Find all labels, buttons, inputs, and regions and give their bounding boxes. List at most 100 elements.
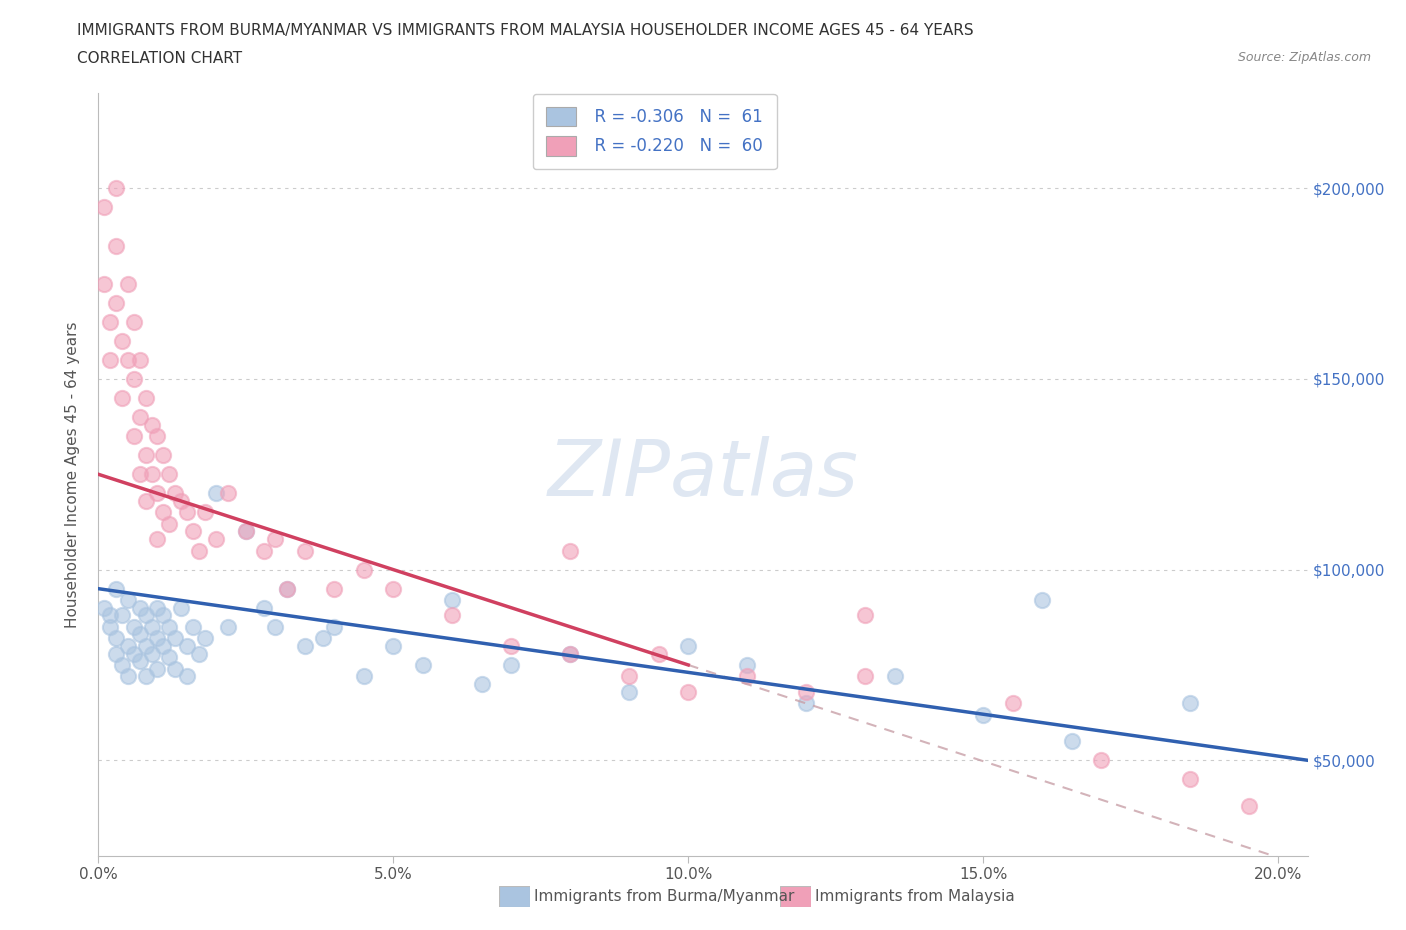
- Point: [128, 601, 150, 616]
- Point: [93, 276, 115, 291]
- Point: [181, 619, 204, 634]
- Y-axis label: Householder Income Ages 45 - 64 years: Householder Income Ages 45 - 64 years: [65, 321, 80, 628]
- Point: [135, 391, 157, 405]
- Point: [235, 524, 257, 538]
- Point: [128, 352, 150, 367]
- Point: [235, 524, 257, 538]
- Point: [146, 661, 169, 676]
- Legend:   R = -0.306   N =  61,   R = -0.220   N =  60: R = -0.306 N = 61, R = -0.220 N = 60: [533, 94, 776, 169]
- Point: [111, 391, 134, 405]
- Point: [1001, 696, 1024, 711]
- Point: [412, 658, 434, 672]
- Point: [93, 601, 115, 616]
- Point: [648, 646, 671, 661]
- Point: [165, 485, 187, 500]
- Point: [135, 448, 157, 463]
- Point: [141, 467, 163, 482]
- Point: [276, 581, 298, 596]
- Point: [176, 639, 198, 654]
- Point: [194, 631, 217, 645]
- Point: [111, 334, 134, 349]
- Point: [853, 608, 876, 623]
- Point: [471, 677, 494, 692]
- Point: [122, 619, 145, 634]
- Point: [170, 494, 193, 509]
- Point: [323, 581, 346, 596]
- Point: [135, 669, 157, 684]
- Point: [146, 631, 169, 645]
- Point: [157, 467, 180, 482]
- Point: [128, 627, 150, 642]
- Point: [152, 505, 174, 520]
- Point: [294, 639, 316, 654]
- Point: [165, 631, 187, 645]
- Point: [441, 608, 464, 623]
- Point: [141, 646, 163, 661]
- Point: [128, 409, 150, 424]
- Point: [353, 669, 375, 684]
- Point: [441, 592, 464, 607]
- Point: [105, 296, 128, 311]
- Point: [735, 658, 758, 672]
- Point: [117, 276, 139, 291]
- Point: [135, 639, 157, 654]
- Point: [264, 532, 287, 547]
- Text: Source: ZipAtlas.com: Source: ZipAtlas.com: [1237, 51, 1371, 64]
- Point: [294, 543, 316, 558]
- Point: [157, 619, 180, 634]
- Point: [98, 352, 121, 367]
- Point: [152, 448, 174, 463]
- Point: [276, 581, 298, 596]
- Point: [98, 314, 121, 329]
- Point: [165, 661, 187, 676]
- Point: [1178, 696, 1201, 711]
- Point: [1090, 753, 1112, 768]
- Point: [187, 543, 209, 558]
- Point: [111, 608, 134, 623]
- Point: [560, 543, 582, 558]
- Point: [135, 494, 157, 509]
- Point: [1060, 734, 1083, 749]
- Point: [1237, 799, 1260, 814]
- Point: [883, 669, 905, 684]
- Point: [560, 646, 582, 661]
- Point: [141, 619, 163, 634]
- Point: [105, 581, 128, 596]
- Point: [146, 429, 169, 444]
- Point: [105, 646, 128, 661]
- Point: [122, 429, 145, 444]
- Point: [972, 707, 994, 722]
- Point: [128, 654, 150, 669]
- Point: [117, 639, 139, 654]
- Point: [619, 684, 641, 699]
- Point: [117, 592, 139, 607]
- Point: [170, 601, 193, 616]
- Point: [176, 505, 198, 520]
- Point: [678, 639, 700, 654]
- Point: [619, 669, 641, 684]
- Point: [217, 485, 239, 500]
- Point: [264, 619, 287, 634]
- Point: [853, 669, 876, 684]
- Point: [152, 639, 174, 654]
- Point: [323, 619, 346, 634]
- Point: [93, 200, 115, 215]
- Point: [141, 418, 163, 432]
- Point: [117, 669, 139, 684]
- Point: [252, 601, 274, 616]
- Point: [111, 658, 134, 672]
- Point: [105, 238, 128, 253]
- Point: [176, 669, 198, 684]
- Point: [146, 601, 169, 616]
- Text: CORRELATION CHART: CORRELATION CHART: [77, 51, 242, 66]
- Point: [1178, 772, 1201, 787]
- Point: [187, 646, 209, 661]
- Point: [205, 485, 228, 500]
- Point: [152, 608, 174, 623]
- Point: [311, 631, 333, 645]
- Point: [105, 181, 128, 196]
- Point: [146, 532, 169, 547]
- Point: [217, 619, 239, 634]
- Point: [117, 352, 139, 367]
- Point: [122, 371, 145, 387]
